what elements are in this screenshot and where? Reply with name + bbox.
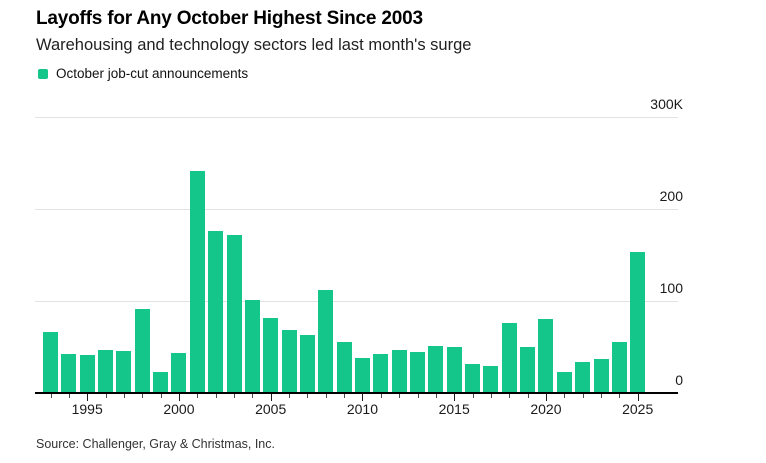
bar-2025 bbox=[630, 252, 646, 393]
x-tick-2007 bbox=[307, 394, 309, 398]
x-tick-1997 bbox=[123, 394, 125, 398]
x-tick-2008 bbox=[325, 394, 327, 398]
bar-2020 bbox=[538, 319, 554, 393]
x-axis-label-2010: 2010 bbox=[346, 401, 379, 417]
bar-2012 bbox=[391, 349, 407, 393]
y-axis-label-300K: 300K bbox=[650, 96, 683, 112]
bar-2008 bbox=[318, 289, 334, 393]
x-tick-2004 bbox=[252, 394, 254, 398]
bar-2018 bbox=[501, 323, 517, 393]
x-tick-2012 bbox=[399, 394, 401, 398]
x-axis-label-2025: 2025 bbox=[622, 401, 654, 417]
bar-2023 bbox=[593, 358, 609, 393]
bar-2024 bbox=[611, 342, 627, 393]
x-axis-label-2015: 2015 bbox=[438, 401, 470, 417]
x-tick-2021 bbox=[564, 394, 566, 398]
bar-1994 bbox=[61, 354, 77, 393]
x-tick-1996 bbox=[105, 394, 107, 398]
bar-2019 bbox=[520, 347, 536, 393]
legend-swatch-icon bbox=[38, 68, 48, 79]
bar-2021 bbox=[556, 371, 572, 393]
bar-1998 bbox=[134, 309, 150, 393]
y-axis-label-100: 100 bbox=[659, 280, 683, 296]
x-tick-1994 bbox=[68, 394, 70, 398]
x-axis-label-2005: 2005 bbox=[255, 401, 287, 417]
bar-2004 bbox=[244, 300, 260, 393]
bar-2016 bbox=[465, 364, 481, 393]
bar-2006 bbox=[281, 330, 297, 393]
x-tick-2024 bbox=[619, 394, 621, 398]
x-tick-2025 bbox=[637, 394, 639, 401]
x-axis-label-2020: 2020 bbox=[530, 401, 562, 417]
x-tick-2011 bbox=[380, 394, 382, 398]
x-tick-2020 bbox=[545, 394, 547, 401]
x-tick-2010 bbox=[362, 394, 364, 401]
x-axis-line bbox=[35, 392, 678, 394]
x-tick-2003 bbox=[234, 394, 235, 398]
x-tick-2000 bbox=[178, 394, 180, 401]
bar-2005 bbox=[263, 318, 279, 393]
bar-2022 bbox=[575, 361, 591, 393]
x-tick-2015 bbox=[454, 394, 456, 401]
x-tick-2001 bbox=[197, 394, 199, 398]
bar-2003 bbox=[226, 234, 242, 393]
bar-1997 bbox=[116, 350, 132, 393]
gridline-200 bbox=[35, 209, 678, 210]
legend-label: October job-cut announcements bbox=[56, 66, 249, 81]
x-tick-1993 bbox=[50, 394, 52, 398]
source-attribution: Source: Challenger, Gray & Christmas, In… bbox=[36, 437, 275, 451]
x-tick-2019 bbox=[527, 394, 529, 398]
y-axis-label-200: 200 bbox=[659, 188, 683, 204]
bar-1996 bbox=[98, 349, 114, 393]
gridline-300 bbox=[35, 117, 678, 118]
x-tick-2006 bbox=[289, 394, 291, 398]
bar-1993 bbox=[43, 332, 58, 393]
x-tick-2009 bbox=[344, 394, 346, 398]
x-tick-2022 bbox=[582, 394, 584, 398]
x-axis-label-2000: 2000 bbox=[163, 401, 195, 417]
x-tick-2016 bbox=[472, 394, 474, 398]
bar-2013 bbox=[410, 351, 425, 393]
x-tick-1999 bbox=[160, 394, 162, 398]
x-tick-2014 bbox=[435, 394, 437, 398]
x-tick-2018 bbox=[509, 394, 511, 398]
chart-subtitle: Warehousing and technology sectors led l… bbox=[36, 36, 472, 54]
bar-2009 bbox=[336, 342, 352, 393]
x-tick-2017 bbox=[490, 394, 492, 398]
bar-1995 bbox=[79, 355, 95, 393]
x-tick-2013 bbox=[417, 394, 419, 398]
bar-2014 bbox=[428, 346, 444, 393]
bar-2010 bbox=[354, 358, 370, 393]
y-axis-label-0: 0 bbox=[675, 372, 683, 388]
bar-2011 bbox=[373, 354, 389, 393]
gridline-100 bbox=[35, 301, 678, 302]
bar-2015 bbox=[446, 347, 462, 393]
bar-1999 bbox=[153, 371, 169, 393]
bar-2017 bbox=[483, 366, 499, 393]
x-tick-1995 bbox=[87, 394, 89, 401]
chart-title: Layoffs for Any October Highest Since 20… bbox=[36, 8, 423, 29]
x-tick-2002 bbox=[215, 394, 217, 398]
x-tick-2023 bbox=[601, 394, 602, 398]
legend: October job-cut announcements bbox=[38, 66, 248, 81]
bar-2002 bbox=[208, 231, 224, 393]
bar-2001 bbox=[189, 171, 205, 393]
x-tick-1998 bbox=[142, 394, 144, 398]
bar-2007 bbox=[299, 335, 315, 393]
bar-2000 bbox=[171, 352, 187, 393]
x-tick-2005 bbox=[270, 394, 272, 401]
x-axis-label-1995: 1995 bbox=[71, 401, 103, 417]
